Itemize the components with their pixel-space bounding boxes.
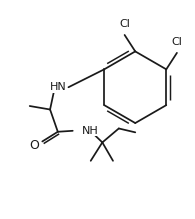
Text: HN: HN (50, 82, 66, 92)
Text: Cl: Cl (119, 19, 130, 29)
Text: NH: NH (82, 126, 99, 136)
Text: O: O (29, 139, 39, 152)
Text: Cl: Cl (171, 37, 182, 47)
